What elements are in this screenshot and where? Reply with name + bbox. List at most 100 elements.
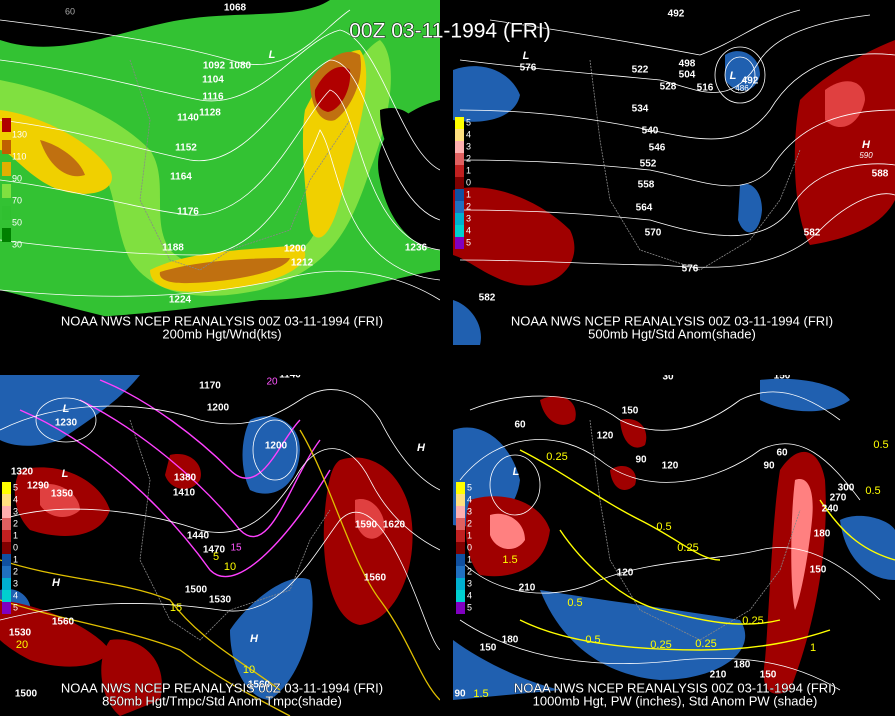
legend-swatch [456,554,465,566]
isotherm [0,429,440,716]
legend-label: 1 [13,554,18,564]
legend-swatch [2,590,11,602]
legend-swatch [2,162,11,176]
pressure-label: L [513,466,520,478]
legend-swatch [2,506,11,518]
contour-label: 1224 [169,295,192,306]
legend-label: 0 [13,542,18,552]
pressure-label: H [417,442,426,454]
legend-swatch [456,482,465,494]
temperature-label: 5 [213,551,219,563]
contour-label: 582 [804,228,821,239]
legend-label: 3 [467,578,472,588]
legend-swatch [455,237,464,249]
temperature-label: 10 [224,561,236,573]
anomaly-shade [825,81,865,128]
legend-swatch [2,206,11,220]
contour [459,14,871,93]
contour-label: 1200 [265,441,288,452]
contour-label: 180 [814,529,831,540]
contour-label: 1500 [15,689,38,700]
temperature-label: 10 [243,664,255,676]
pw-label: 0.5 [585,634,600,646]
pressure-label: L [62,468,69,480]
panel-200mb: 130 110 90 70 50 30 1068 1092 1080 1104 … [0,0,440,345]
contour [469,391,841,431]
contour-label: 1200 [207,403,230,414]
legend-label: 3 [466,141,471,151]
legend-label: 4 [13,494,18,504]
legend-label: 2 [466,153,471,163]
pressure-label: L [730,70,737,82]
contour-label: 60 [776,448,788,459]
pw-label: 0.5 [865,485,880,497]
legend-swatch [456,506,465,518]
contour-label: 1230 [55,418,78,429]
contour-label: 1104 [202,75,224,86]
legend-swatch [2,518,11,530]
legend-label: 2 [466,201,471,211]
pw-label: 1.5 [502,554,517,566]
isotherm [19,379,331,578]
legend-label: 90 [12,173,22,183]
contour-label: 528 [660,82,677,93]
contour-label: 150 [760,670,777,681]
pw-label: 0.25 [650,639,671,651]
pw-label: 1.5 [473,688,488,700]
legend-label: 2 [467,518,472,528]
legend-label: 130 [12,129,27,139]
caption: 1000mb Hgt, PW (inches), Std Anom PW (sh… [533,693,818,708]
contour-label: 60 [514,420,526,431]
contour-label: 1170 [199,381,221,392]
contour [489,9,801,56]
contour [0,29,440,171]
contour-label: 1152 [175,143,197,154]
temperature-label: 20 [266,377,278,388]
pw-label: 0.25 [677,542,698,554]
legend-label: 5 [13,482,18,492]
legend-swatch [455,225,464,237]
legend-swatch [2,118,11,132]
contour-label: 1116 [202,92,224,103]
pressure-label: H [250,633,259,645]
contour-label: 1080 [229,61,252,72]
pw-label: 0.25 [742,615,763,627]
contour-label: 1350 [51,489,74,500]
contour [0,59,440,221]
legend-label: 1 [466,165,471,175]
legend-swatch [2,578,11,590]
pressure-label: H [862,139,871,151]
contour-label: 210 [710,670,727,681]
panel-500mb: 5 4 3 2 1 0 1 2 3 4 5 492 576 522 498 50… [453,0,895,345]
contour-label: 1290 [27,481,50,492]
contour-label: 576 [682,264,699,275]
contour-label: 558 [638,180,655,191]
legend: 5 4 3 2 1 0 1 2 3 4 5 [2,482,18,614]
contour [0,89,440,251]
legend-swatch [2,494,11,506]
contour [459,193,895,268]
legend-swatch [2,530,11,542]
contour [0,270,440,301]
contour-label: 1068 [224,3,247,14]
legend-swatch [2,602,11,614]
source: NOAA NWS NCEP REANALYSIS 00Z 03-11-1994 … [61,680,383,695]
contour-label: 540 [642,126,659,137]
legend-swatch [455,213,464,225]
legend-label: 4 [13,590,18,600]
legend-label: 5 [466,117,471,127]
contour-label: 1092 [203,61,226,72]
legend-label: 5 [13,602,18,612]
pw-contour [519,449,895,651]
source: NOAA NWS NCEP REANALYSIS 00Z 03-11-1994 … [514,680,836,695]
legend-label: 4 [466,225,471,235]
contour-label: 1530 [209,595,232,606]
legend-label: 5 [466,237,471,247]
contour-label: 1176 [177,207,199,218]
legend-swatch [2,184,11,198]
legend-label: 3 [466,213,471,223]
legend: 5 4 3 2 1 0 1 2 3 4 5 [456,482,472,614]
anomaly-shade [0,375,313,700]
contour [0,511,440,651]
legend-swatch [455,141,464,153]
